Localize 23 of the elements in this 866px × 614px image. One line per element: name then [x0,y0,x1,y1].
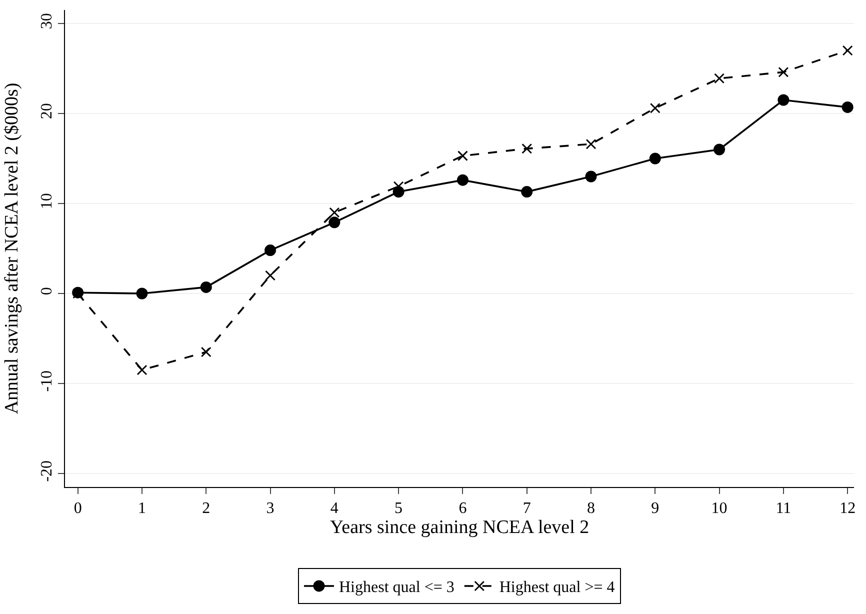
y-axis-title: Annual savings after NCEA level 2 ($000s) [1,82,22,414]
x-tick-label: 1 [138,500,146,518]
legend-label: Highest qual <= 3 [339,579,454,596]
x-tick-label: 8 [587,500,595,518]
x-tick-label: 5 [394,500,403,518]
x-tick-label: 3 [266,500,274,518]
x-tick-label: 2 [202,500,210,518]
y-tick-label: 30 [38,13,56,30]
x-tick-label: 12 [840,500,856,518]
x-tick-label: 0 [74,500,82,518]
y-tick-label: 20 [38,103,56,120]
y-tick-label: -10 [38,370,56,392]
x-axis-title: Years since gaining NCEA level 2 [330,517,590,538]
x-tick-label: 9 [651,500,660,518]
y-tick-label: 0 [38,287,56,296]
x-tick-label: 6 [458,500,467,518]
x-tick-label: 11 [776,500,792,518]
y-tick-label: -20 [38,460,56,482]
x-tick-label: 7 [522,500,531,518]
legend-label: Highest qual >= 4 [499,579,615,596]
x-tick-label: 10 [711,500,728,518]
y-tick-label: 10 [38,193,56,210]
x-tick-label: 4 [330,500,338,518]
